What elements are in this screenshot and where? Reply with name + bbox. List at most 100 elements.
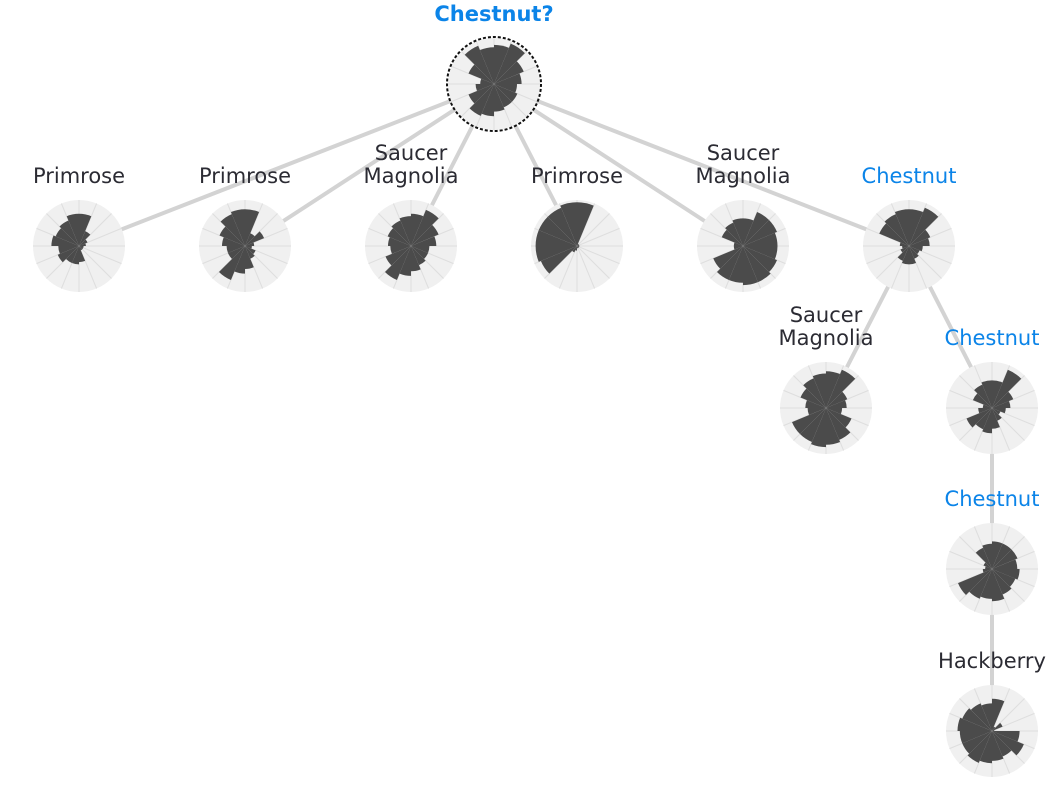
- glyph-wedge: [884, 214, 909, 246]
- glyph-wedge: [992, 569, 1012, 595]
- glyph-wedge: [983, 562, 992, 569]
- glyph-wedge: [230, 209, 245, 246]
- glyph-p3[interactable]: [531, 200, 623, 292]
- glyph-wedge: [538, 216, 577, 246]
- glyph-wedge: [535, 230, 577, 246]
- label-c1: Chestnut: [862, 165, 957, 188]
- glyph-wedge: [540, 246, 577, 274]
- glyph-sm2[interactable]: [697, 200, 789, 292]
- glyph-wedge: [966, 408, 992, 428]
- glyph-wedge: [992, 731, 1004, 761]
- glyph-wedge: [535, 246, 577, 262]
- glyph-spoke: [244, 245, 288, 265]
- glyph-wedge: [826, 408, 841, 445]
- glyph-wedge: [728, 246, 743, 283]
- glyph-wedge: [812, 373, 826, 408]
- glyph-spoke: [576, 213, 610, 247]
- glyph-wedge: [228, 246, 245, 260]
- label-line: Primrose: [198, 164, 292, 188]
- glyph-wedge: [992, 543, 1012, 569]
- glyph-wedge: [577, 202, 594, 246]
- glyph-wedge: [909, 246, 920, 255]
- glyph-wedge: [975, 547, 992, 569]
- glyph-wedge: [57, 246, 79, 263]
- glyph-wedge: [481, 84, 494, 117]
- glyph-wedge: [399, 216, 411, 246]
- glyph-h1[interactable]: [946, 685, 1038, 777]
- glyph-wedge: [475, 84, 494, 92]
- glyph-wedge: [992, 569, 1005, 602]
- glyph-wedge: [901, 246, 909, 265]
- glyph-wedge: [725, 222, 743, 246]
- glyph-wedge: [970, 703, 992, 731]
- glyph-wedge: [992, 731, 1012, 757]
- glyph-wedge: [59, 220, 79, 246]
- query-ring: [446, 36, 542, 132]
- glyph-wedge: [79, 246, 83, 251]
- glyph-c3[interactable]: [946, 523, 1038, 615]
- glyph-wedge: [577, 246, 580, 248]
- label-p1: Primrose: [33, 165, 125, 188]
- glyph-sm1[interactable]: [365, 200, 457, 292]
- glyph-p1[interactable]: [33, 200, 125, 292]
- label-sm1: Saucer Magnolia: [363, 142, 458, 188]
- glyph-spoke: [558, 245, 578, 289]
- glyph-wedge: [743, 232, 778, 246]
- glyph-wedge: [385, 246, 411, 266]
- glyph-wedge: [975, 408, 992, 430]
- glyph-wedge: [219, 226, 245, 246]
- label-line: Primrose: [530, 164, 624, 188]
- glyph-wedge: [805, 400, 826, 408]
- glyph-wedge: [245, 246, 252, 249]
- glyph-wedge: [388, 237, 411, 246]
- glyph-wedge: [226, 246, 245, 254]
- glyph-spoke: [949, 389, 993, 409]
- glyph-spoke: [78, 203, 98, 247]
- glyph-wedge: [65, 246, 79, 263]
- glyph-wedge: [826, 408, 852, 428]
- glyph-wedge: [494, 61, 524, 84]
- label-line: Magnolia: [363, 164, 459, 188]
- glyph-spoke: [991, 712, 1035, 732]
- glyph-sm3[interactable]: [780, 362, 872, 454]
- glyph-wedge: [743, 218, 754, 246]
- glyph-wedge: [79, 239, 88, 246]
- glyph-wedge: [577, 246, 578, 249]
- glyph-c2[interactable]: [946, 362, 1038, 454]
- label-h1: Hackberry: [938, 650, 1046, 673]
- glyph-wedge: [982, 569, 992, 573]
- glyph-wedge: [900, 246, 909, 253]
- glyph-wedge: [494, 84, 505, 112]
- glyph-wedge: [411, 246, 428, 260]
- label-line: Hackberry: [938, 649, 1046, 673]
- label-line: Saucer: [789, 303, 863, 327]
- glyph-wedge: [807, 408, 826, 416]
- glyph-wedge: [967, 731, 992, 763]
- glyph-wedge: [985, 566, 992, 569]
- glyph-p2[interactable]: [199, 200, 291, 292]
- glyph-wedge: [743, 246, 771, 283]
- glyph-root[interactable]: [446, 36, 542, 132]
- label-sm3: Saucer Magnolia: [778, 304, 873, 350]
- label-line: Magnolia: [778, 326, 874, 350]
- glyph-wedge: [464, 45, 494, 84]
- glyph-wedge: [743, 212, 770, 246]
- glyph-wedge: [992, 559, 1018, 569]
- glyph-wedge: [733, 242, 743, 246]
- glyph-wedge: [245, 246, 256, 255]
- label-c3: Chestnut: [945, 488, 1040, 511]
- edge-root-p2: [243, 82, 496, 248]
- glyph-wedge: [992, 541, 1003, 569]
- glyph-wedge: [959, 731, 992, 744]
- glyph-wedge: [982, 404, 992, 408]
- glyph-wedge: [897, 246, 909, 261]
- glyph-wedge: [411, 246, 421, 272]
- glyph-wedge: [826, 371, 841, 408]
- glyph-c1[interactable]: [863, 200, 955, 292]
- glyph-wedge: [909, 246, 923, 252]
- glyph-wedge: [800, 388, 826, 408]
- label-line: Chestnut: [944, 326, 1040, 350]
- glyph-wedge: [547, 207, 577, 246]
- glyph-wedge: [79, 246, 84, 250]
- glyph-wedge: [411, 213, 424, 246]
